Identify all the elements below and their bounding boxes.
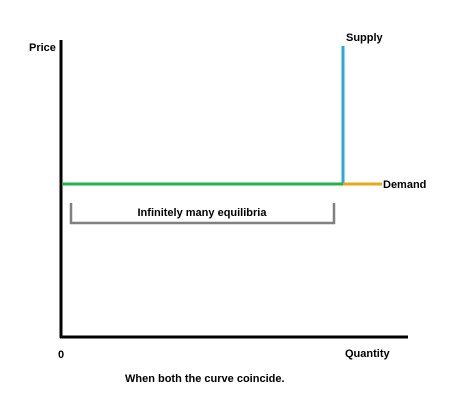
supply-label: Supply — [346, 32, 384, 44]
caption: When both the curve coincide. — [125, 373, 285, 385]
x-axis-label: Quantity — [345, 348, 390, 360]
y-axis-label: Price — [29, 42, 56, 54]
equilibria-bracket — [69, 203, 336, 225]
origin-label: 0 — [58, 349, 64, 361]
demand-label: Demand — [383, 179, 426, 191]
bracket-label: Infinitely many equilibria — [138, 207, 268, 219]
